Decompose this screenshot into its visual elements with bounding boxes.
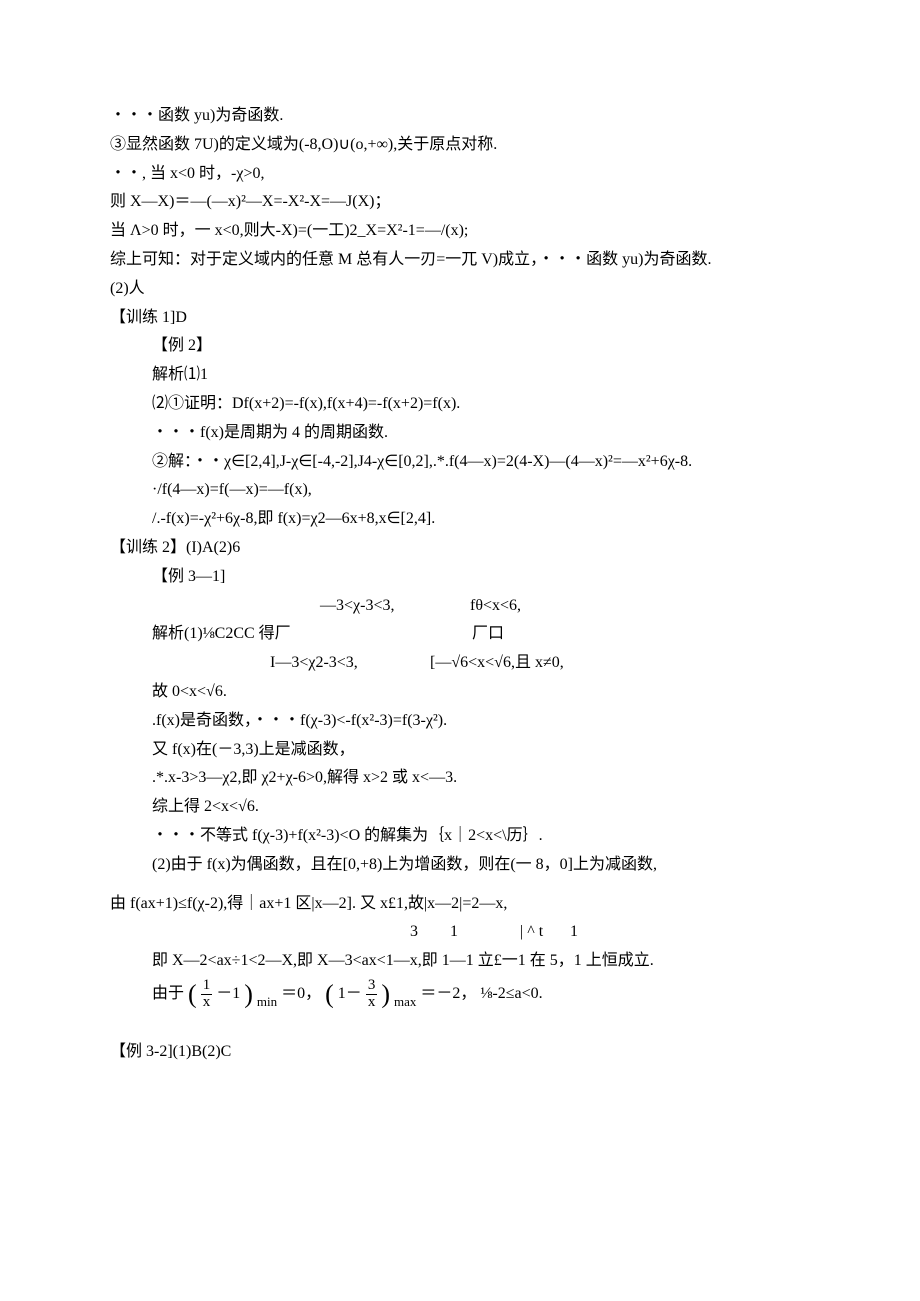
text-line: .f(x)是奇函数，・・・f(χ-3)<-f(x²-3)=f(3-χ²). [110, 709, 810, 734]
document-page: ・・・函数 yu)为奇函数. ③显然函数 7U)的定义域为(-8,O)∪(o,+… [0, 0, 920, 1129]
paren-icon: ( [188, 979, 197, 1008]
text-line: (2)由于 f(x)为偶函数，且在[0,+8)上为增函数，则在(一 8，0]上为… [110, 853, 810, 878]
fraction: 1 x [201, 978, 213, 1011]
text-line: ②解：・・χ∈[2,4],J-χ∈[-4,-2],J4-χ∈[0,2],.*.f… [110, 450, 810, 475]
text-line: .*.x-3>3—χ2,即 χ2+χ-6>0,解得 x>2 或 x<—3. [110, 766, 810, 791]
text-line: (2)人 [110, 277, 810, 302]
text-line: /.-f(x)=-χ²+6χ-8,即 f(x)=χ2—6x+8,x∈[2,4]. [110, 507, 810, 532]
text-line: ·/f(4—x)=f(—x)=—f(x), [110, 478, 810, 503]
text-line: 【例 3-2](1)B(2)C [110, 1040, 810, 1065]
spacer [110, 882, 810, 888]
inline-text: 解析(1)⅛C2CC 得厂 [152, 622, 472, 647]
spacer [110, 1016, 810, 1036]
inline-text: 由于 [152, 985, 184, 1002]
inline-text: 1－ [338, 985, 362, 1002]
text-line: —3<χ-3<3, fθ<x<6, [110, 594, 810, 619]
inline-text: —3<χ-3<3, [320, 594, 470, 619]
text-line: 解析⑴1 [110, 363, 810, 388]
text-line: 当 Λ>0 时，一 x<0,则大-X)=(一工)2_X=X²-1=—/(x); [110, 219, 810, 244]
inline-text: I—3<χ2-3<3, [270, 651, 430, 676]
text-line: 则 X—X)＝—(—x)²—X=-X²-X=—J(X)； [110, 190, 810, 215]
text-line: 【例 3—1] [110, 565, 810, 590]
text-line: 【训练 2】(I)A(2)6 [110, 536, 810, 561]
inline-text: fθ<x<6, [470, 594, 521, 619]
inline-text: ⅛-2≤a<0. [480, 985, 542, 1002]
inline-text: 1 [450, 920, 520, 945]
text-line: 【例 2】 [110, 334, 810, 359]
numerator: 1 [201, 978, 213, 995]
numerator: 3 [366, 978, 378, 995]
inline-text: 3 [410, 920, 450, 945]
text-line: 又 f(x)在(－3,3)上是减函数， [110, 738, 810, 763]
inline-text: 1 [570, 920, 578, 945]
text-line: ③显然函数 7U)的定义域为(-8,O)∪(o,+∞),关于原点对称. [110, 133, 810, 158]
inline-text: | ^ t [520, 920, 570, 945]
math-line: 由于 ( 1 x －1 ) min ＝0， ( 1－ 3 x ) max ＝－2… [110, 978, 810, 1012]
text-line: I—3<χ2-3<3, [—√6<x<√6,且 x≠0, [110, 651, 810, 676]
text-line: ⑵①证明：Df(x+2)=-f(x),f(x+4)=-f(x+2)=f(x). [110, 392, 810, 417]
subscript: max [394, 992, 416, 1012]
denominator: x [201, 995, 213, 1011]
paren-icon: ( [325, 979, 334, 1008]
text-line: 综上得 2<x<√6. [110, 795, 810, 820]
text-line: ・・・函数 yu)为奇函数. [110, 104, 810, 129]
text-line: 综上可知：对于定义域内的任意 M 总有人一刃=一兀 V)成立，・・・函数 yu)… [110, 248, 810, 273]
paren-icon: ) [381, 979, 390, 1008]
text-line: 由 f(ax+1)≤f(χ-2),得｜ax+1 区|x—2]. 又 x£1,故|… [110, 892, 810, 917]
inline-text: ＝－2， [420, 985, 476, 1002]
subscript: min [257, 992, 277, 1012]
inline-text: ＝0， [281, 985, 321, 1002]
text-line: 即 X—2<ax÷1<2—X,即 X—3<ax<1—x,即 1—1 立£一1 在… [110, 949, 810, 974]
text-line: 【训练 1]D [110, 306, 810, 331]
inline-text: 厂口 [472, 622, 504, 647]
text-line: ・・・不等式 f(χ-3)+f(x²-3)<O 的解集为｛x｜2<x<\历｝. [110, 824, 810, 849]
inline-text: －1 [216, 985, 240, 1002]
text-line: 故 0<x<√6. [110, 680, 810, 705]
text-line: 3 1 | ^ t 1 [110, 920, 810, 945]
fraction: 3 x [366, 978, 378, 1011]
inline-text: [—√6<x<√6,且 x≠0, [430, 651, 564, 676]
text-line: ・・・f(x)是周期为 4 的周期函数. [110, 421, 810, 446]
text-line: 解析(1)⅛C2CC 得厂 厂口 [110, 622, 810, 647]
paren-icon: ) [244, 979, 253, 1008]
text-line: ・・, 当 x<0 时，-χ>0, [110, 162, 810, 187]
denominator: x [366, 995, 378, 1011]
